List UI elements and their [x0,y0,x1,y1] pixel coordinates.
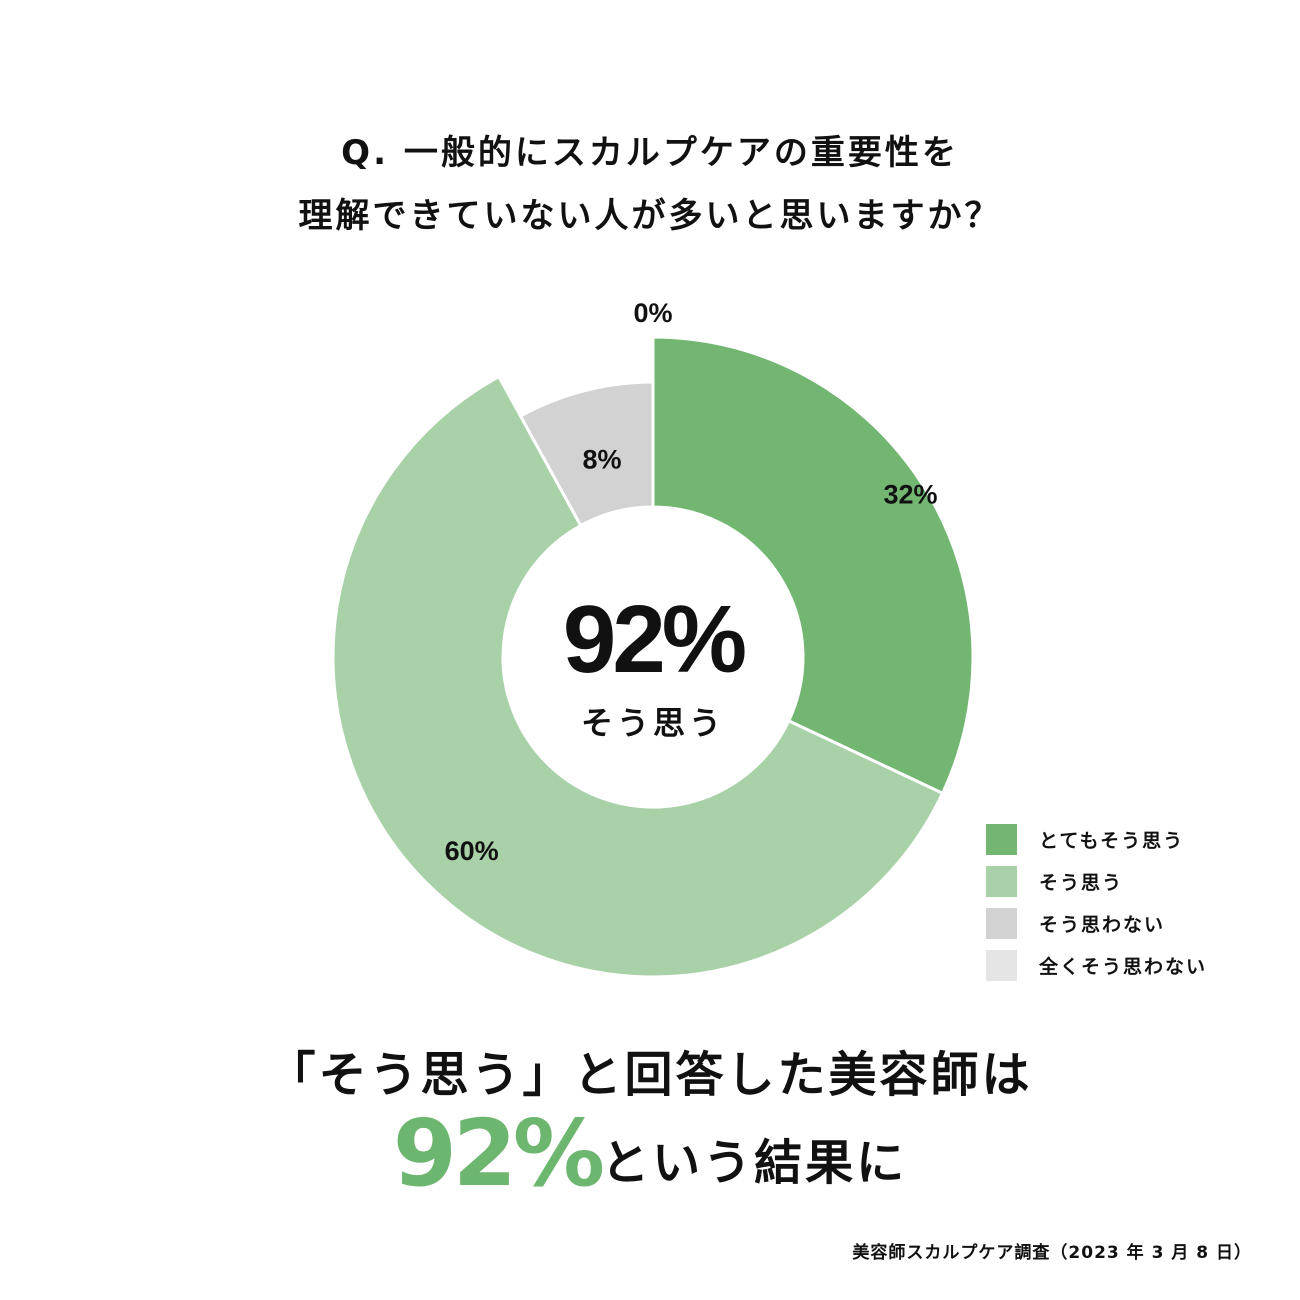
slice-value-label: 8% [583,444,622,474]
source-footnote: 美容師スカルプケア調査（2023 年 3 月 8 日） [852,1243,1252,1263]
legend-item: そう思う [986,860,1207,902]
chart-title-line-2: 理解できていない人が多いと思いますか？ [298,196,1002,236]
legend-swatch [986,823,1017,855]
summary-headline: 「そう思う」と回答した美容師は [267,1047,1033,1103]
legend-item: とてもそう思う [986,818,1207,860]
legend-label: とてもそう思う [1039,829,1185,852]
summary-result: 92%という結果に [0,1100,1300,1207]
slice-labels: 32% 60% 8% 0% [445,298,938,866]
legend-item: 全くそう思わない [986,944,1207,986]
donut-chart: 32% 60% 8% 0% 92% そう思う [331,298,975,979]
legend: とてもそう思う そう思う そう思わない 全くそう思わない [986,818,1207,986]
slice-value-label: 32% [883,480,937,510]
legend-swatch [986,907,1017,939]
legend-label: 全くそう思わない [1039,955,1208,978]
summary-highlight-value: 92% [392,1100,605,1207]
legend-swatch [986,865,1017,897]
center-caption: そう思う [581,704,725,742]
summary-result-text: という結果に [601,1135,908,1191]
slice-value-label: 60% [445,836,499,866]
legend-label: そう思う [1039,871,1124,894]
legend-item: そう思わない [986,902,1207,944]
chart-title-line-1: Q. 一般的にスカルプケアの重要性を [341,133,959,173]
legend-swatch [986,949,1017,981]
slice-value-label: 0% [633,298,672,328]
legend-label: そう思わない [1039,913,1166,936]
donut-center-hole [503,507,803,807]
center-value: 92% [563,586,745,693]
